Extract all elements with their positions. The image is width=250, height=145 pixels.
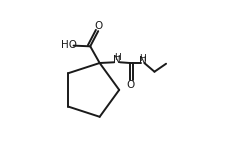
Text: H: H bbox=[114, 54, 120, 62]
Text: O: O bbox=[95, 21, 103, 31]
Text: H: H bbox=[140, 54, 146, 63]
Text: N: N bbox=[139, 56, 147, 66]
Text: HO: HO bbox=[61, 40, 77, 50]
Text: N: N bbox=[113, 55, 121, 65]
Text: O: O bbox=[127, 80, 135, 90]
